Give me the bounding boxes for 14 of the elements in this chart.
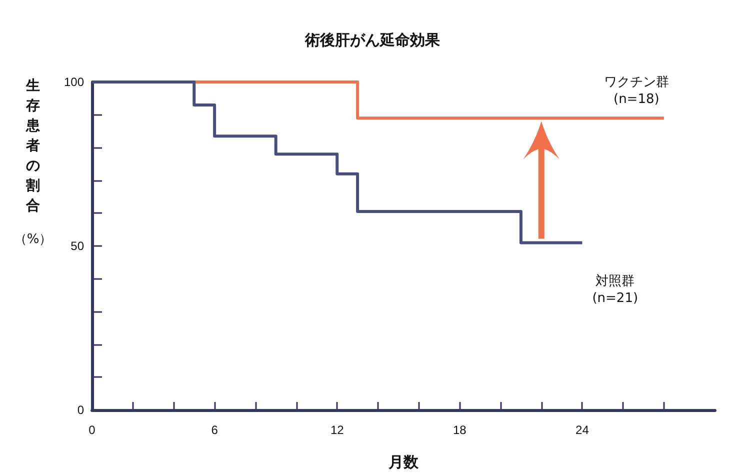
- chart-title: 術後肝がん延命効果: [304, 32, 441, 49]
- series-label: ワクチン群 (n=18): [604, 74, 669, 108]
- y-axis-title: 生存患者の割合: [24, 77, 41, 216]
- x-axis-title: 月数: [388, 454, 420, 471]
- y-tick-label: 50: [70, 239, 84, 253]
- x-tick-label: 24: [576, 423, 590, 437]
- text: 対照群 (n=21): [592, 272, 638, 307]
- x-tick-label: 6: [211, 423, 218, 437]
- y-tick-label: 0: [77, 403, 84, 417]
- x-tick-label: 12: [330, 423, 344, 437]
- x-tick-label: 18: [452, 423, 467, 437]
- y-tick-label: 100: [64, 75, 84, 89]
- text: （%）: [12, 231, 54, 249]
- x-tick-label: 0: [88, 423, 96, 437]
